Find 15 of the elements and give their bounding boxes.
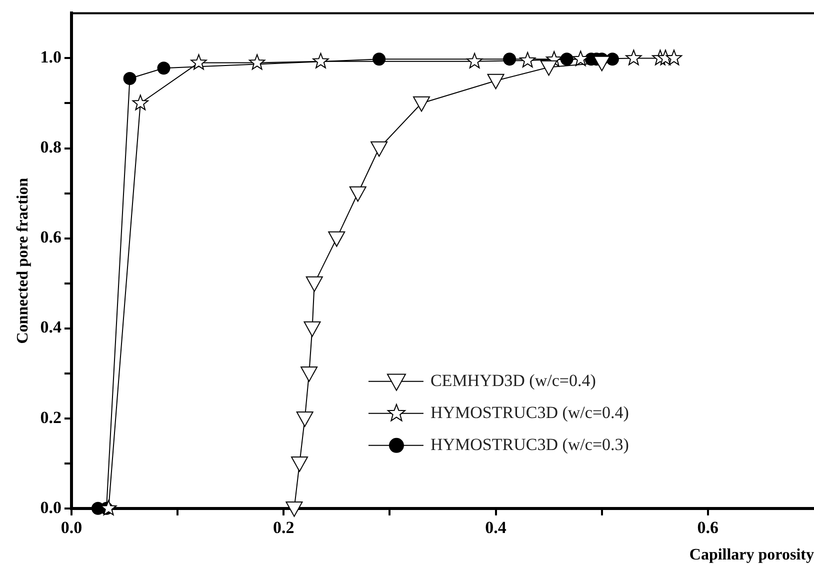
- x-tick-label: 0.0: [60, 518, 82, 537]
- y-tick-label: 1.0: [40, 48, 62, 67]
- y-axis-title: Connected pore fraction: [14, 178, 32, 344]
- x-tick-label: 0.4: [485, 518, 507, 537]
- legend-label: HYMOSTRUC3D (w/c=0.3): [430, 434, 629, 454]
- legend-label: CEMHYD3D (w/c=0.4): [430, 370, 596, 390]
- legend-label: HYMOSTRUC3D (w/c=0.4): [430, 402, 629, 422]
- y-tick-label: 0.0: [40, 498, 62, 517]
- y-tick-label: 0.8: [40, 138, 62, 157]
- y-tick-label: 0.4: [40, 318, 62, 337]
- y-tick-label: 0.6: [40, 228, 62, 247]
- y-tick-label: 0.2: [40, 408, 62, 427]
- x-axis-title: Capillary porosity: [689, 546, 814, 564]
- x-tick-label: 0.2: [272, 518, 294, 537]
- x-tick-label: 0.6: [697, 518, 719, 537]
